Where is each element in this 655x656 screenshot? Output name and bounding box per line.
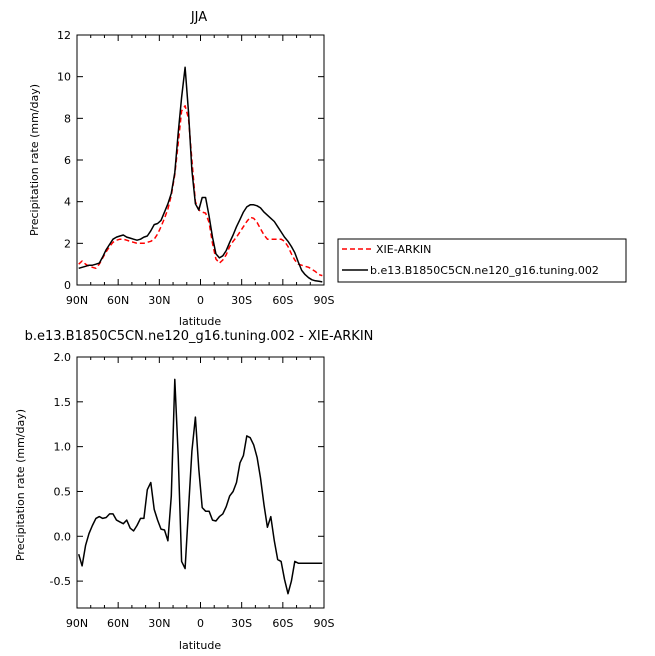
top-panel: JJA 90N 60N 30N 0 30S 60S 90S 0 2 4 6 8 10 12 latitud…	[28, 10, 627, 328]
top-series-line-1	[78, 66, 323, 283]
top-legend: XIE-ARKIN b.e13.B1850C5CN.ne120_g16.tuni…	[337, 238, 627, 283]
bottom-x-tick-label: 90S	[314, 617, 335, 630]
top-y-tick-label: 8	[64, 112, 71, 125]
top-x-tick-label: 30S	[231, 294, 252, 307]
top-x-axis-label: latitude	[179, 315, 221, 328]
bottom-y-tick-label: 1.0	[54, 441, 72, 454]
top-y-axis-label: Precipitation rate (mm/day)	[28, 84, 41, 236]
bottom-x-tick-label: 90N	[66, 617, 88, 630]
legend-label-model: b.e13.B1850C5CN.ne120_g16.tuning.002	[370, 264, 599, 277]
bottom-y-tick-label: 0.5	[54, 485, 72, 498]
bottom-y-axis-label: Precipitation rate (mm/day)	[14, 409, 27, 561]
bottom-chart-title: b.e13.B1850C5CN.ne120_g16.tuning.002 - X…	[25, 329, 374, 344]
bottom-x-axis-label: latitude	[179, 639, 221, 652]
top-x-tick-label: 90N	[66, 294, 88, 307]
bottom-series-line-0	[77, 378, 323, 595]
legend-label-xie-arkin: XIE-ARKIN	[376, 243, 431, 256]
bottom-plot-area: 90N 60N 30N 0 30S 60S 90S -0.5 0.0 0.5 1.0 1.5 2.0	[50, 351, 335, 630]
bottom-x-tick-label: 60N	[107, 617, 129, 630]
top-x-tick-label: 90S	[314, 294, 335, 307]
top-x-tick-label: 60N	[107, 294, 129, 307]
top-y-tick-label: 10	[57, 71, 71, 84]
top-y-tick-label: 0	[64, 279, 71, 292]
top-x-tick-label: 60S	[272, 294, 293, 307]
top-y-tick-label: 6	[64, 154, 71, 167]
bottom-y-tick-label: 0.0	[54, 530, 72, 543]
bottom-x-tick-label: 30N	[148, 617, 170, 630]
bottom-panel: b.e13.B1850C5CN.ne120_g16.tuning.002 - X…	[14, 329, 373, 652]
top-y-tick-label: 4	[64, 196, 71, 209]
bottom-y-tick-label: 1.5	[54, 396, 72, 409]
top-plot-frame	[76, 34, 325, 286]
bottom-y-tick-label: -0.5	[50, 575, 71, 588]
top-y-tick-label: 12	[57, 29, 71, 42]
top-plot-area: 90N 60N 30N 0 30S 60S 90S 0 2 4 6 8 10 12	[57, 29, 335, 307]
top-series-line-0	[78, 105, 323, 277]
bottom-x-tick-label: 60S	[272, 617, 293, 630]
bottom-x-tick-label: 0	[197, 617, 204, 630]
bottom-x-tick-label: 30S	[231, 617, 252, 630]
top-x-tick-label: 30N	[148, 294, 170, 307]
legend-box	[337, 238, 627, 283]
bottom-plot-frame	[76, 356, 325, 609]
top-chart-title: JJA	[190, 10, 207, 25]
top-x-tick-label: 0	[197, 294, 204, 307]
top-y-tick-label: 2	[64, 237, 71, 250]
bottom-y-tick-label: 2.0	[54, 351, 72, 364]
